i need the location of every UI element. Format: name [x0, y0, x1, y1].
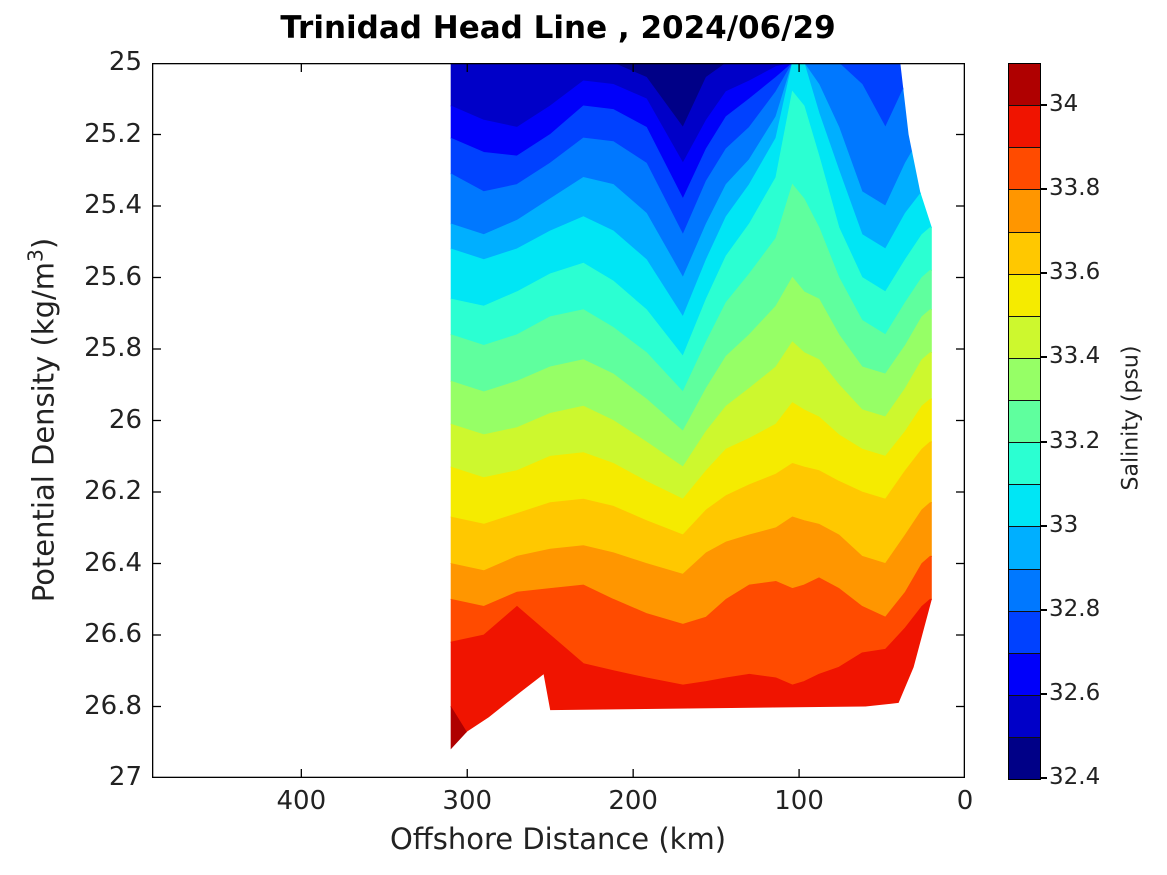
x-tick-label-100: 100 — [774, 786, 824, 816]
colorbar-tick-mark — [1041, 777, 1047, 779]
colorbar-bin-33.9 — [1009, 105, 1040, 148]
colorbar-bin-33.5 — [1009, 273, 1040, 316]
colorbar-bin-32.4 — [1009, 737, 1040, 780]
colorbar-tick-label-33.6: 33.6 — [1049, 259, 1101, 286]
colorbar-tick-mark — [1041, 440, 1047, 443]
y-tick-label-26.6: 26.6 — [84, 619, 142, 649]
colorbar — [1008, 63, 1041, 780]
y-tick-label-25.8: 25.8 — [84, 333, 142, 363]
y-tick-label-27: 27 — [108, 762, 142, 792]
colorbar-tick-mark — [1041, 692, 1047, 695]
colorbar-bin-33.6 — [1009, 231, 1040, 274]
colorbar-bin-33.7 — [1009, 189, 1040, 232]
colorbar-bin-33 — [1009, 484, 1040, 527]
y-axis-label: Potential Density (kg/m3) — [24, 238, 61, 603]
colorbar-tick-mark — [1041, 272, 1047, 275]
colorbar-bin-32.6 — [1009, 652, 1040, 695]
x-tick-label-400: 400 — [276, 786, 327, 816]
y-tick-label-25.6: 25.6 — [84, 261, 142, 292]
colorbar-bin-32.8 — [1009, 568, 1040, 611]
y-tick-label-26.8: 26.8 — [84, 690, 142, 721]
colorbar-tick-label-32.4: 32.4 — [1049, 764, 1101, 790]
colorbar-bin-33.2 — [1009, 400, 1040, 443]
x-tick-label-300: 300 — [442, 786, 493, 816]
colorbar-bin-32.5 — [1009, 694, 1040, 737]
colorbar-bin-33.3 — [1009, 357, 1040, 400]
colorbar-tick-label-33: 33 — [1049, 511, 1079, 538]
colorbar-label: Salinity (psu) — [1118, 345, 1144, 491]
colorbar-tick-label-32.8: 32.8 — [1049, 595, 1101, 622]
x-tick-label-0: 0 — [956, 786, 974, 816]
colorbar-tick-mark — [1041, 608, 1047, 611]
y-tick-label-26.4: 26.4 — [84, 547, 142, 578]
colorbar-tick-mark — [1041, 104, 1047, 107]
colorbar-bin-33.1 — [1009, 442, 1040, 485]
colorbar-bin-33.4 — [1009, 315, 1040, 358]
y-axis-label-close: ) — [26, 237, 61, 250]
plot-title: Trinidad Head Line , 2024/06/29 — [280, 10, 836, 46]
y-tick-label-25.2: 25.2 — [84, 118, 142, 149]
colorbar-bin-32.7 — [1009, 610, 1040, 653]
colorbar-bin-34 — [1009, 64, 1040, 106]
y-tick-label-25: 25 — [108, 47, 142, 77]
colorbar-bin-33.8 — [1009, 147, 1040, 190]
colorbar-tick-label-33.4: 33.4 — [1049, 343, 1101, 370]
contour-plot — [151, 62, 966, 779]
colorbar-tick-label-33.2: 33.2 — [1049, 427, 1101, 454]
colorbar-tick-label-33.8: 33.8 — [1049, 175, 1101, 202]
y-tick-label-26.2: 26.2 — [84, 476, 142, 506]
colorbar-bin-32.9 — [1009, 526, 1040, 569]
contour-band-34 — [450, 706, 932, 750]
y-tick-label-26: 26 — [108, 404, 142, 435]
y-axis-label-superscript: 3 — [23, 249, 48, 262]
colorbar-tick-mark — [1041, 356, 1047, 359]
colorbar-tick-label-34: 34 — [1049, 91, 1079, 118]
colorbar-tick-label-32.6: 32.6 — [1049, 679, 1101, 706]
colorbar-tick-mark — [1041, 188, 1047, 191]
y-axis-label-text: Potential Density (kg/m — [26, 261, 61, 603]
axes-box — [151, 62, 966, 779]
colorbar-tick-mark — [1041, 524, 1047, 527]
plot-area — [151, 62, 966, 779]
x-axis-label: Offshore Distance (km) — [389, 822, 727, 856]
x-tick-label-200: 200 — [608, 786, 658, 816]
y-tick-label-25.4: 25.4 — [84, 190, 142, 220]
